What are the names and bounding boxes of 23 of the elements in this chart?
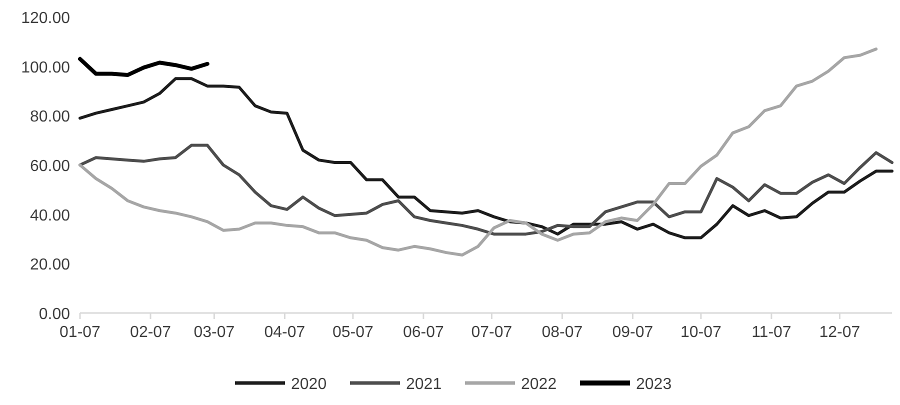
x-tick-label: 03-07	[194, 324, 235, 341]
x-tick-label: 02-07	[130, 324, 172, 341]
x-tick-label: 07-07	[471, 324, 512, 341]
x-tick-label: 12-07	[819, 324, 860, 341]
y-tick-label: 20.00	[30, 256, 70, 274]
legend-label: 2022	[521, 376, 557, 393]
y-tick-label: 40.00	[30, 207, 70, 224]
y-tick-label: 80.00	[30, 108, 70, 126]
legend-label: 2020	[291, 376, 327, 393]
y-tick-label: 120.00	[21, 10, 70, 27]
y-tick-label: 100.00	[21, 59, 70, 76]
y-tick-label: 60.00	[30, 158, 70, 175]
legend-label: 2021	[406, 376, 442, 393]
x-tick-label: 01-07	[60, 324, 101, 341]
x-tick-label: 08-07	[542, 324, 583, 341]
x-tick-label: 11-07	[752, 324, 792, 341]
x-tick-label: 04-07	[264, 324, 306, 341]
x-tick-label: 10-07	[680, 324, 722, 341]
x-tick-label: 09-07	[612, 324, 654, 341]
y-tick-label: 0.00	[38, 306, 70, 323]
x-tick-label: 06-07	[402, 324, 444, 341]
legend-label: 2023	[636, 376, 672, 393]
x-tick-label: 05-07	[332, 324, 374, 341]
